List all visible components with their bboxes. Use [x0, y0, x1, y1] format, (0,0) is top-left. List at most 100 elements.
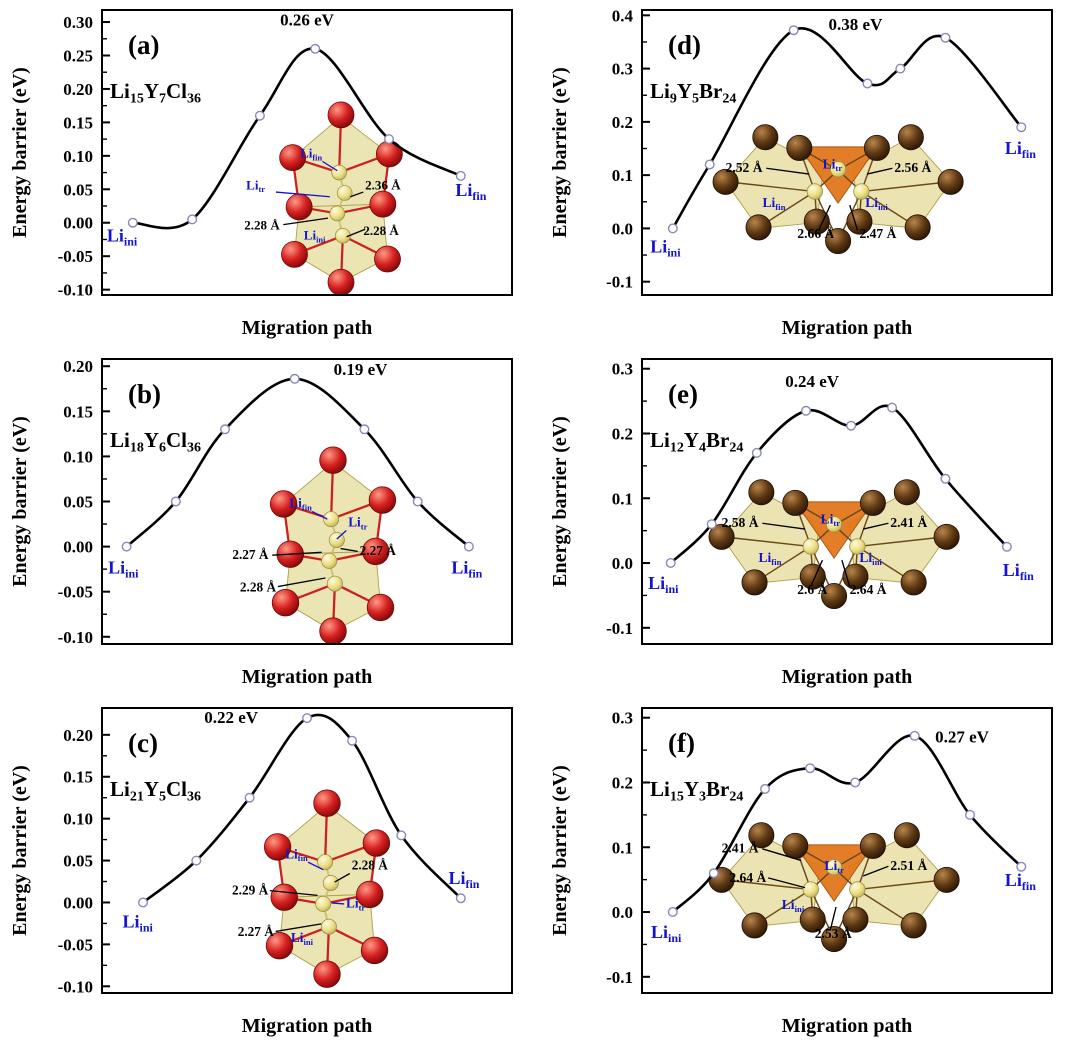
- y-axis-title: Energy barrier (eV): [9, 765, 31, 936]
- bond: [727, 181, 815, 193]
- compound-formula: Li18Y6Cl36: [110, 428, 201, 456]
- li-atom: [829, 161, 847, 178]
- distance-label: 2.28 Å: [244, 217, 280, 232]
- y-tick-label: 0.1: [612, 166, 633, 185]
- y-tick-label: 0.15: [63, 768, 93, 787]
- bond: [857, 536, 945, 548]
- plot-frame: [641, 9, 1053, 296]
- y-tick-label: -0.05: [58, 247, 93, 266]
- li-fin-label: Lifin: [1003, 560, 1034, 583]
- x-axis-title: Migration path: [242, 317, 373, 339]
- li-site-label: Liini: [859, 550, 882, 567]
- chart-a: Lifin Litr 2.36 Å 2.28 Å Liini 2.28 Å 0.30 0.25…: [9, 9, 513, 339]
- cl-atom: [285, 193, 313, 221]
- plot-frame: [101, 9, 513, 296]
- barrier-label: 0.26 eV: [280, 10, 335, 29]
- data-point: [359, 424, 370, 435]
- data-point: [127, 217, 138, 228]
- cl-atom: [313, 960, 341, 988]
- y-tick-label: 0.0: [612, 219, 633, 238]
- data-point: [347, 735, 358, 746]
- label-leader-line: [350, 191, 364, 198]
- br-atom: [821, 583, 848, 610]
- data-point: [805, 763, 816, 774]
- data-point: [667, 906, 678, 917]
- data-point: [170, 496, 181, 507]
- distance-label: 2.56 Å: [894, 160, 931, 175]
- data-point: [455, 170, 466, 181]
- li-atom: [321, 552, 338, 569]
- x-axis-title: Migration path: [782, 1015, 913, 1037]
- br-atom: [859, 832, 886, 859]
- label-leader-line: [269, 889, 318, 897]
- distance-label: 2.6 Å: [797, 582, 827, 597]
- y-tick-label: 0.05: [63, 180, 93, 199]
- barrier-label: 0.24 eV: [785, 372, 840, 391]
- li-atom: [802, 538, 819, 555]
- li-site-label: Litr: [821, 511, 841, 528]
- cl-atom: [327, 268, 355, 296]
- li-ini-label: Liini: [648, 573, 679, 596]
- data-point: [121, 541, 132, 552]
- data-point: [187, 214, 198, 225]
- y-tick-label: 0.4: [612, 6, 634, 25]
- br-atom: [933, 866, 960, 893]
- y-tick-label: 0.1: [612, 489, 633, 508]
- y-tick-label: 0.2: [612, 113, 633, 132]
- br-atom: [863, 134, 890, 161]
- cl-atom: [368, 486, 397, 514]
- li-site-label: Lifin: [285, 846, 308, 863]
- y-tick-label: -0.1: [606, 273, 633, 292]
- distance-label: 2.28 Å: [240, 579, 277, 594]
- data-point: [289, 373, 300, 384]
- bond: [723, 879, 811, 891]
- label-leader-line: [867, 167, 893, 175]
- inset-structure: Lifin 2.28 Å 2.29 Å Litr 2.27 Å Liini: [232, 789, 391, 988]
- data-point: [940, 473, 951, 484]
- cl-atom: [319, 446, 347, 474]
- y-axis-title: Energy barrier (eV): [549, 765, 571, 936]
- data-point: [191, 855, 202, 866]
- x-axis-title: Migration path: [242, 1015, 373, 1037]
- y-tick-label: -0.10: [58, 281, 93, 300]
- li-atom: [329, 205, 346, 222]
- y-tick-label: 0.1: [612, 838, 633, 857]
- label-leader-line: [766, 167, 810, 175]
- panel-a: Lifin Litr 2.36 Å 2.28 Å Liini 2.28 Å 0.30 0.25…: [0, 0, 540, 349]
- y-tick-label: -0.10: [58, 628, 93, 647]
- li-fin-label: Lifin: [1005, 870, 1036, 893]
- li-site-label: Lifin: [758, 550, 781, 567]
- label-leader-line: [336, 530, 347, 540]
- y-tick-label: 0.00: [63, 538, 93, 557]
- br-atom: [803, 208, 830, 235]
- li-ini-label: Liini: [123, 912, 154, 935]
- cl-atom: [279, 144, 307, 172]
- distance-label: 2.27 Å: [360, 543, 397, 558]
- panel-letter: (a): [128, 30, 159, 60]
- label-leader-line: [283, 217, 329, 226]
- label-leader-line: [307, 861, 324, 871]
- distance-label: 2.58 Å: [722, 515, 759, 530]
- cl-atom: [319, 617, 347, 645]
- br-atom: [933, 523, 960, 550]
- data-point: [396, 830, 407, 841]
- li-atom: [806, 183, 823, 200]
- label-leader-line: [849, 204, 859, 231]
- data-point: [667, 223, 678, 234]
- li-ini-label: Liini: [650, 236, 681, 259]
- y-tick-label: -0.1: [606, 968, 633, 987]
- barrier-label: 0.27 eV: [935, 727, 990, 746]
- distance-label: 2.28 Å: [352, 858, 389, 873]
- label-leader-line: [272, 551, 322, 556]
- br-atom: [708, 523, 735, 550]
- y-tick-label: 0.3: [612, 60, 633, 79]
- chart-b: Lifin Litr 2.27 Å 2.27 Å 2.28 Å 0.20 0.15 0.10 0…: [9, 357, 513, 688]
- li-atom: [320, 918, 337, 935]
- li-ini-label: Liini: [107, 225, 138, 248]
- y-tick-label: 0.15: [63, 402, 93, 421]
- li-atom: [315, 895, 332, 912]
- label-leader-line: [841, 559, 851, 587]
- li-atom: [336, 185, 353, 201]
- cl-atom: [366, 593, 395, 622]
- y-tick-label: 0.05: [63, 852, 93, 871]
